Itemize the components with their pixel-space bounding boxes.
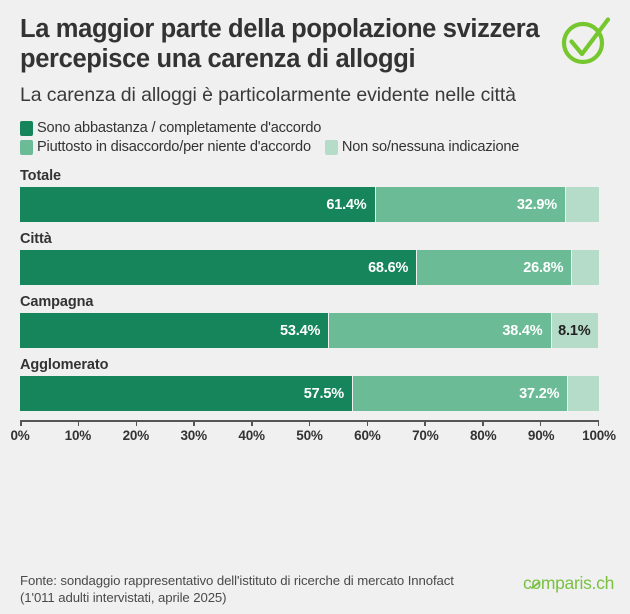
x-axis-tick-label: 20% [122,428,150,443]
x-axis-tick [135,420,137,426]
x-axis-tick [539,420,542,426]
legend-item-noanswer: Non so/nessuna indicazione [324,139,520,156]
bar-segment: 8.1% [551,313,599,348]
stacked-bar: 68.6% 26.8% [20,250,599,285]
x-axis-tick [20,420,22,426]
x-axis-tick-label: 60% [354,428,381,443]
logo-slashed-o: o [531,573,541,593]
x-axis-tick-label: 10% [64,428,92,443]
x-axis-tick [308,420,311,426]
bar-segment: 32.9% [375,187,566,222]
chart-footer: Fonte: sondaggio rappresentativo dell'is… [0,572,630,606]
bar-segment-value: 57.5% [303,385,344,402]
x-axis-tick [366,420,368,426]
source-note-line1: Fonte: sondaggio rappresentativo dell'is… [20,573,454,588]
legend-row-2: Piuttosto in disaccordo/per niente d'acc… [20,139,610,156]
bar-group-label: Totale [20,168,62,184]
x-axis-tick-label: 80% [469,428,497,443]
legend-label-agree: Sono abbastanza / completamente d'accord… [37,120,322,136]
bar-group: Agglomerato 57.5% 37.2% [20,357,599,411]
x-axis-tick-label: 70% [412,428,439,443]
x-axis-tick-label: 50% [296,428,323,443]
bar-group: Campagna 53.4% 38.4% 8.1% [20,294,599,348]
legend-swatch-noanswer [324,140,338,155]
stacked-bar: 53.4% 38.4% 8.1% [20,313,599,348]
bar-segment: 61.4% [20,187,376,222]
bar-segment [565,187,599,222]
bar-segment-value: 32.9% [516,196,557,213]
x-axis-tick-label: 100% [582,428,616,443]
legend-row-1: Sono abbastanza / completamente d'accord… [20,120,610,137]
bar-segment: 38.4% [329,313,552,348]
legend-swatch-agree [20,121,33,136]
bar-segment-value: 38.4% [502,322,543,339]
x-axis-tick [193,420,195,426]
bar-group: Totale 61.4% 32.9% [20,168,599,222]
x-axis-tick [251,420,253,426]
legend-label-disagree: Piuttosto in disaccordo/per niente d'acc… [37,139,311,155]
bar-segment-value: 8.1% [558,322,591,339]
bar-segment-value: 37.2% [519,385,560,402]
logo-suffix: mparis.ch [540,573,614,593]
page-title: La maggior parte della popolazione svizz… [20,15,540,73]
source-note-line2: (1'011 adulti intervistati, aprile 2025) [20,590,227,605]
source-note: Fonte: sondaggio rappresentativo dell'is… [20,572,454,606]
x-axis-tick-label: 40% [238,428,265,443]
stacked-bar-chart: Totale 61.4% 32.9% Città 68.6% 26.8% Campagna 5… [0,168,630,411]
chart-header: La maggior parte della popolazione svizz… [0,0,630,108]
bar-segment-value: 68.6% [368,259,409,276]
chart-legend: Sono abbastanza / completamente d'accord… [0,108,630,156]
bar-group: Città 68.6% 26.8% [20,231,599,285]
bar-segment: 37.2% [352,376,569,411]
bar-group-label: Agglomerato [20,357,109,373]
x-axis-tick-label: 90% [527,428,555,443]
bar-segment: 26.8% [417,250,573,285]
x-axis: 0% 10% 20% 30% 40% 50% 60% 70% 80% 90% 100% [10,420,616,450]
check-circle-icon [558,13,614,69]
bar-group-label: Campagna [20,294,94,310]
x-axis-tick [77,420,80,426]
stacked-bar: 57.5% 37.2% [20,376,599,411]
stacked-bar: 61.4% 32.9% [20,187,599,222]
legend-label-noanswer: Non so/nessuna indicazione [341,139,520,155]
bar-segment [572,250,599,285]
page-subtitle: La carenza di alloggi è particolarmente … [20,84,516,106]
x-axis-tick-label: 30% [180,428,207,443]
x-axis-tick [482,420,484,426]
x-axis-tick [424,420,426,426]
logo-prefix: c [522,573,532,593]
x-axis-tick-label: 0% [10,428,30,443]
bar-segment: 57.5% [20,376,353,411]
bar-segment-value: 53.4% [280,322,321,339]
legend-item-agree: Sono abbastanza / completamente d'accord… [20,120,321,137]
comparis-logo[interactable]: c o mparis.ch [523,572,614,594]
bar-segment: 68.6% [20,250,418,285]
bar-segment: 53.4% [20,313,330,348]
bar-segment-value: 26.8% [523,259,564,276]
bar-group-label: Città [20,231,52,247]
legend-swatch-disagree [20,140,33,155]
bar-segment [568,376,599,411]
bar-segment-value: 61.4% [326,196,367,213]
legend-item-disagree: Piuttosto in disaccordo/per niente d'acc… [20,139,311,156]
x-axis-tick [597,420,599,426]
